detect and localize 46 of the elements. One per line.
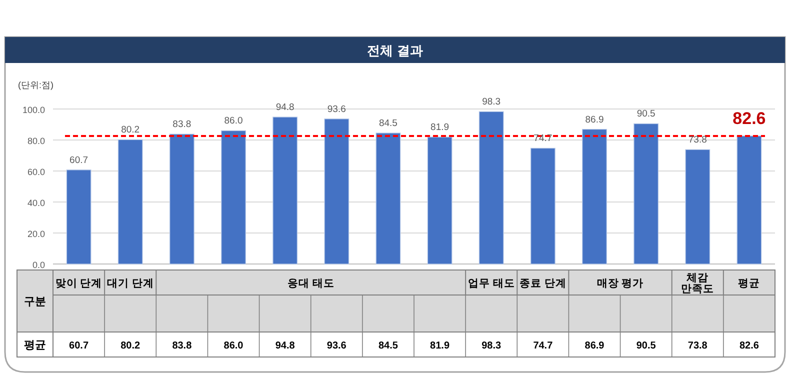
text: 74.7 (534, 133, 552, 144)
text: 60.7 (70, 154, 88, 166)
text: 맞이 단계 (55, 278, 102, 290)
text: 80.2 (121, 124, 140, 136)
data-label: 82.6 (739, 340, 760, 352)
text: 81.9 (430, 122, 450, 134)
text: (단위:점) (18, 80, 54, 90)
text: 93.6 (327, 104, 346, 115)
text: 응대 태도 (287, 278, 334, 290)
text: 82.6 (732, 108, 766, 128)
text: 업무 태도 (468, 278, 515, 290)
y-tick-label: 40.0 (27, 198, 45, 208)
chart-title: 전체 결과 (367, 43, 423, 58)
data-label: 60.7 (69, 340, 89, 352)
text: 98.3 (482, 96, 501, 108)
text: 평균 (24, 340, 46, 352)
data-label: 86.9 (584, 340, 605, 352)
text: 86.0 (224, 116, 243, 127)
text: 매장 평가 (596, 278, 644, 290)
data-label: 94.8 (275, 340, 296, 352)
text: 평균 (738, 278, 760, 290)
data-label: 83.8 (172, 340, 192, 352)
text: 90.5 (636, 108, 656, 120)
y-tick-label: 60.0 (27, 167, 45, 177)
text: 구분 (24, 296, 46, 308)
data-label: 80.2 (120, 340, 141, 352)
text: 체감 만족도 (681, 272, 714, 295)
text: 86.9 (585, 114, 604, 126)
data-label: 84.5 (378, 340, 398, 352)
text: 83.8 (172, 119, 192, 130)
y-tick-label: 0.0 (32, 260, 45, 270)
data-label: 90.5 (636, 340, 656, 352)
y-tick-label: 80.0 (27, 136, 45, 146)
text: 84.5 (378, 118, 398, 130)
y-tick-label: 100.0 (22, 105, 45, 115)
data-label: 93.6 (326, 340, 347, 352)
text: 대기 단계 (106, 278, 154, 290)
data-label: 81.9 (430, 340, 450, 352)
text: 73.8 (688, 134, 707, 146)
data-label: 74.7 (533, 340, 554, 352)
data-label: 86.0 (224, 340, 244, 352)
data-label: 98.3 (482, 340, 502, 352)
text: 94.8 (276, 102, 294, 114)
data-label: 73.8 (688, 340, 708, 352)
text: 종료 단계 (519, 278, 566, 290)
y-tick-label: 20.0 (27, 229, 45, 239)
